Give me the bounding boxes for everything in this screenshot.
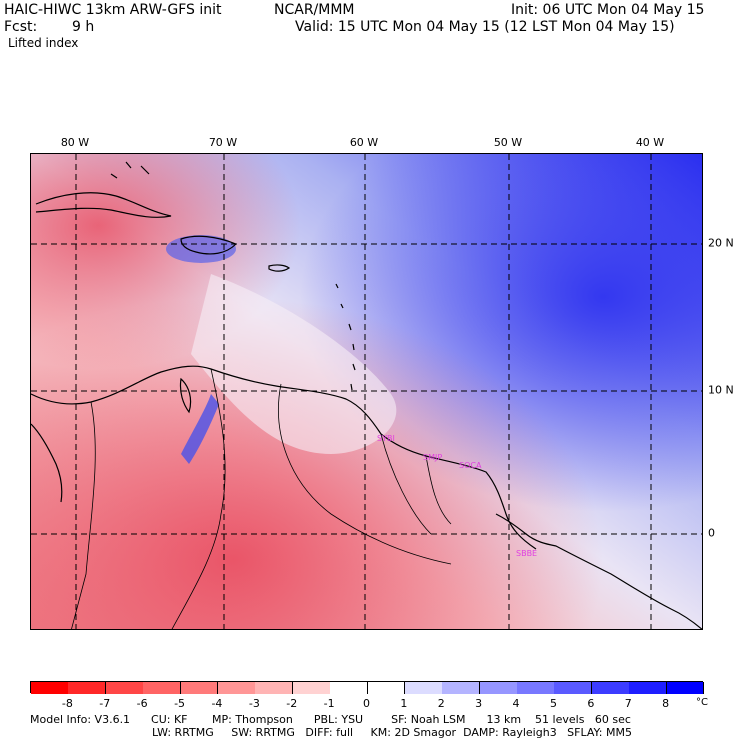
colorbar-segment: [666, 682, 705, 694]
graticule: [31, 154, 702, 629]
colorbar-segment: [330, 682, 368, 694]
coast-south-america: [31, 365, 537, 550]
map-canvas: SYBI SMJP SOCA SBBE: [31, 154, 702, 629]
lon-label-40w: 40 W: [635, 136, 665, 149]
station-sybi: SYBI: [377, 434, 395, 443]
colorbar-tick-label: -2: [286, 697, 298, 710]
colorbar: [30, 681, 705, 694]
colorbar-tick-label: -3: [248, 697, 260, 710]
colorbar-segment: [255, 682, 294, 694]
colorbar-segment: [68, 682, 107, 694]
colorbar-segment: [517, 682, 555, 694]
station-soca: SOCA: [459, 461, 482, 470]
field-blue-streak: [181, 394, 219, 464]
lon-label-80w: 80 W: [60, 136, 90, 149]
colorbar-tick-label: 1: [400, 697, 408, 710]
init-time: Init: 06 UTC Mon 04 May 15: [511, 2, 705, 18]
coast-cuba: [35, 192, 172, 218]
colorbar-segment: [367, 682, 406, 694]
colorbar-tick-label: -7: [99, 697, 111, 710]
colorbar-tick-label: -5: [174, 697, 186, 710]
lat-label-20n: 20 N: [708, 236, 734, 250]
colorbar-segment: [629, 682, 668, 694]
lon-label-50w: 50 W: [493, 136, 523, 149]
model-info-line2: LW: RRTMG SW: RRTMG DIFF: full KM: 2D Sm…: [152, 726, 632, 739]
lon-label-70w: 70 W: [208, 136, 238, 149]
field-name: Lifted index: [8, 36, 79, 50]
colorbar-segment: [105, 682, 144, 694]
coast-hispaniola: [180, 235, 238, 255]
forecast-hour: 9 h: [72, 19, 95, 35]
colorbar-segment: [180, 682, 219, 694]
colorbar-segment: [442, 682, 481, 694]
colorbar-segment: [404, 682, 443, 694]
colorbar-tick-label: -4: [211, 697, 223, 710]
model-title: HAIC-HIWC 13km ARW-GFS init: [4, 2, 222, 18]
lat-label-10n: 10 N: [708, 383, 734, 397]
colorbar-tick-label: -6: [136, 697, 148, 710]
colorbar-tick-label: 5: [549, 697, 557, 710]
lifted-index-map: SYBI SMJP SOCA SBBE: [30, 153, 703, 630]
model-info-line1: Model Info: V3.6.1 CU: KF MP: Thompson P…: [30, 713, 631, 726]
coast-central-america: [31, 423, 63, 503]
valid-time: Valid: 15 UTC Mon 04 May 15 (12 LST Mon …: [295, 19, 675, 35]
forecast-label: Fcst:: [4, 19, 38, 35]
colorbar-tick-label: 2: [437, 697, 445, 710]
colorbar-segment: [591, 682, 630, 694]
colorbar-tick-label: 4: [512, 697, 520, 710]
lat-label-0: 0: [708, 526, 715, 540]
colorbar-tick-label: -8: [61, 697, 73, 710]
station-sbbe: SBBE: [516, 549, 537, 558]
coastlines: [31, 161, 702, 629]
coast-lake-maracaibo: [179, 377, 192, 414]
agency-label: NCAR/MMM: [274, 2, 355, 18]
colorbar-unit: °C: [696, 697, 708, 708]
colorbar-tick-label: 8: [662, 697, 670, 710]
station-smjp: SMJP: [423, 453, 442, 462]
colorbar-segment: [143, 682, 182, 694]
coast-brazil: [495, 513, 702, 629]
colorbar-tick-label: -1: [323, 697, 335, 710]
field-blue-patch: [166, 235, 236, 263]
coast-lesser-antilles: [335, 283, 356, 391]
colorbar-tick-label: 6: [587, 697, 595, 710]
colorbar-tick-label: 7: [624, 697, 632, 710]
colorbar-segment: [31, 682, 69, 694]
colorbar-tick-label: 0: [363, 697, 370, 710]
stations: SYBI SMJP SOCA SBBE: [377, 434, 537, 558]
field-neutral-band: [191, 274, 397, 454]
coast-bahamas: [110, 161, 150, 179]
colorbar-segment: [479, 682, 518, 694]
lon-label-60w: 60 W: [349, 136, 379, 149]
colorbar-segment: [217, 682, 256, 694]
colorbar-segment: [292, 682, 331, 694]
country-borders: [71, 368, 452, 629]
colorbar-tick-label: 3: [475, 697, 483, 710]
colorbar-segment: [554, 682, 593, 694]
coast-puerto-rico: [268, 264, 291, 272]
